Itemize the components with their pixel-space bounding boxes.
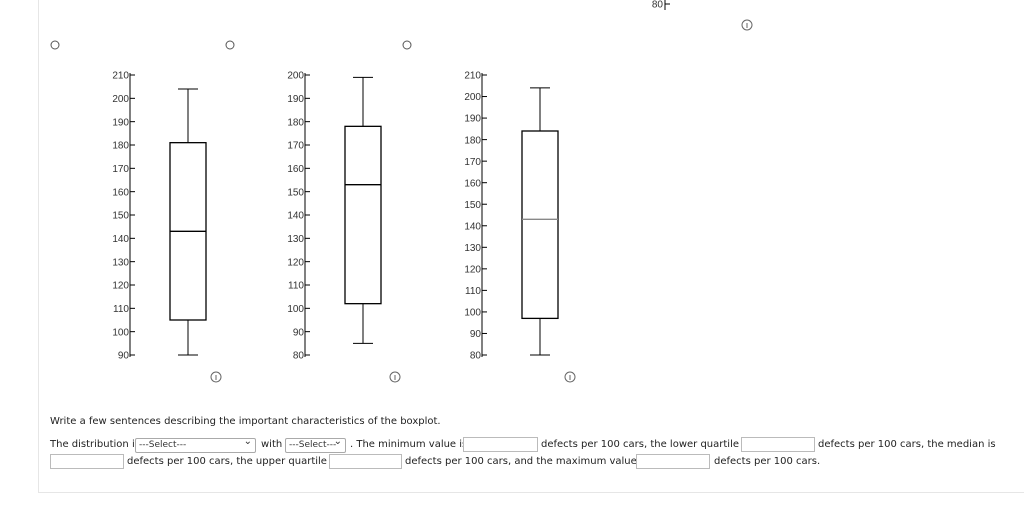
input[interactable]: [463, 437, 538, 452]
y-tick-label: 90: [470, 329, 482, 340]
y-tick-label: 140: [287, 211, 304, 222]
text: defects per 100 cars.: [714, 456, 821, 467]
y-tick-label: 200: [464, 92, 481, 103]
text: The distribution is: [50, 439, 140, 450]
y-tick-label: 90: [293, 327, 305, 338]
y-tick-label: 100: [464, 308, 481, 319]
text: . The minimum value is: [350, 439, 468, 450]
y-tick-label: 170: [287, 141, 304, 152]
y-tick-label: 110: [465, 286, 481, 297]
y-tick-label: 180: [464, 135, 481, 146]
radio[interactable]: [402, 40, 412, 50]
y-tick-label: 110: [113, 304, 129, 315]
y-tick-label: 190: [112, 117, 129, 128]
input[interactable]: [329, 454, 402, 469]
select[interactable]: ---Select---: [135, 435, 256, 453]
text: defects per 100 cars, the lower quartile…: [541, 439, 751, 450]
y-tick-label: 210: [464, 71, 481, 82]
y-tick-label: 120: [112, 281, 129, 292]
text: defects per 100 cars, the upper quartile…: [127, 456, 339, 467]
y-tick-label: 170: [112, 164, 129, 175]
prompt: Write a few sentences describing the imp…: [50, 416, 441, 427]
text: defects per 100 cars, and the maximum va…: [405, 456, 648, 467]
y-tick-label: 180: [287, 117, 304, 128]
y-tick-label: 190: [287, 94, 304, 105]
y-tick-label: 130: [112, 257, 129, 268]
y-tick-label: 140: [464, 221, 481, 232]
info-icon[interactable]: [210, 371, 222, 383]
info-icon[interactable]: [389, 371, 401, 383]
y-tick-label: 150: [464, 200, 481, 211]
y-tick-label: 80: [293, 351, 305, 362]
box: [521, 130, 559, 320]
box: [344, 125, 382, 305]
content-frame: [38, 0, 1024, 493]
input[interactable]: [636, 454, 710, 469]
info-icon[interactable]: [741, 19, 753, 31]
y-tick-label: 150: [112, 211, 129, 222]
y-tick-label: 160: [287, 164, 304, 175]
y-tick-label: 130: [464, 243, 481, 254]
y-tick-label: 130: [287, 234, 304, 245]
select-text: ---Select---: [289, 440, 337, 450]
y-tick-label: 120: [287, 257, 304, 268]
input[interactable]: [50, 454, 124, 469]
y-tick-label: 190: [464, 114, 481, 125]
y-tick-label: 160: [464, 178, 481, 189]
radio[interactable]: [50, 40, 60, 50]
y-tick-label: 200: [112, 94, 129, 105]
select-text: ---Select---: [139, 440, 187, 450]
text: with: [261, 439, 283, 450]
select[interactable]: ---Select---: [285, 435, 346, 453]
y-tick-label: 150: [287, 187, 304, 198]
info-icon[interactable]: [564, 371, 576, 383]
y-tick-label: 160: [112, 187, 129, 198]
y-tick-label: 120: [464, 264, 481, 275]
text: defects per 100 cars, the median is: [818, 439, 996, 450]
y-tick-label: 110: [288, 281, 304, 292]
y-tick-label: 210: [112, 71, 129, 82]
y-tick-label: 90: [118, 351, 130, 362]
y-tick-label: 170: [464, 157, 481, 168]
radio[interactable]: [225, 40, 235, 50]
y-tick-label: 180: [112, 141, 129, 152]
y-tick-label: 140: [112, 234, 129, 245]
y-tick-label: 80: [470, 351, 482, 362]
y-tick-label: 100: [112, 327, 129, 338]
input[interactable]: [741, 437, 815, 452]
y-tick-label: 200: [287, 71, 304, 82]
y-tick-label: 100: [287, 304, 304, 315]
tick-label: 80: [652, 0, 664, 11]
